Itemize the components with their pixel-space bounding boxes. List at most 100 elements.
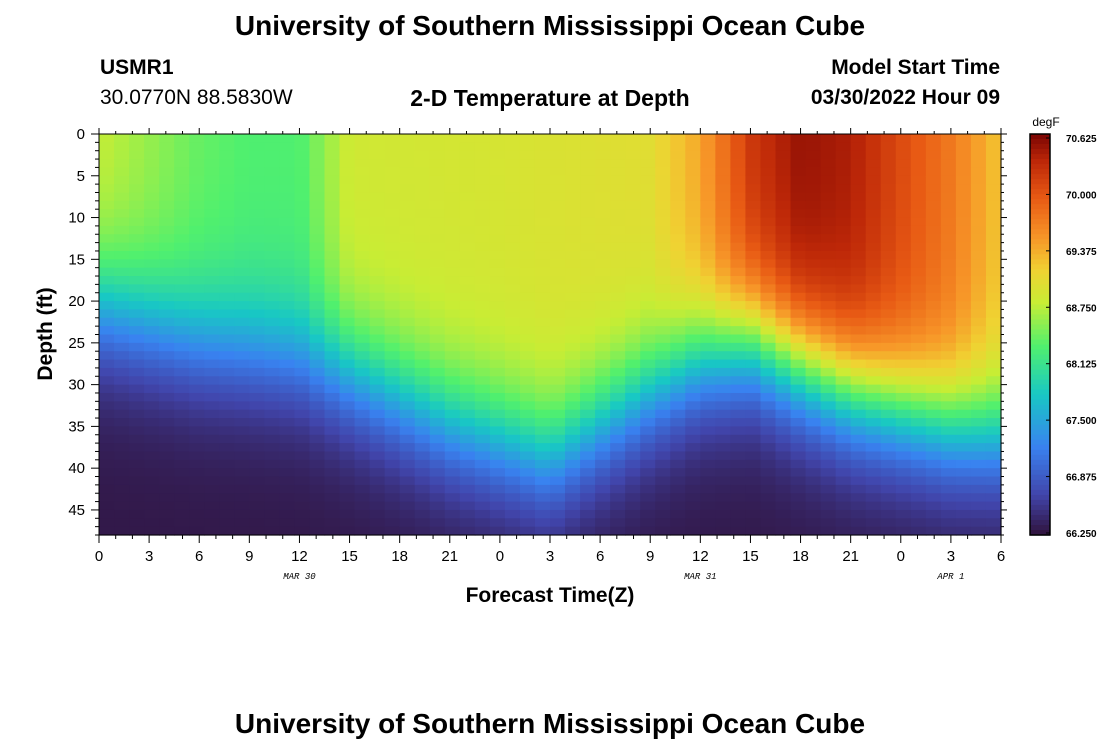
heatmap-cell xyxy=(399,242,416,252)
heatmap-cell xyxy=(99,376,115,386)
heatmap-cell xyxy=(940,376,957,386)
heatmap-cell xyxy=(670,267,686,277)
heatmap-cell xyxy=(309,217,326,227)
heatmap-cell xyxy=(189,184,205,194)
heatmap-cell xyxy=(309,409,326,419)
heatmap-cell xyxy=(159,309,175,319)
heatmap-cell xyxy=(489,351,506,361)
heatmap-cell xyxy=(715,468,731,478)
heatmap-cell xyxy=(880,501,897,511)
heatmap-cell xyxy=(910,309,927,319)
heatmap-cell xyxy=(489,334,506,344)
heatmap-cell xyxy=(264,134,280,143)
heatmap-cell xyxy=(835,518,852,528)
heatmap-cell xyxy=(895,351,912,361)
heatmap-cell xyxy=(730,459,747,469)
heatmap-cell xyxy=(204,142,220,152)
heatmap-cell xyxy=(414,267,431,277)
heatmap-cell xyxy=(279,359,296,369)
heatmap-cell xyxy=(474,284,491,294)
heatmap-cell xyxy=(895,484,912,494)
heatmap-cell xyxy=(519,242,536,252)
heatmap-cell xyxy=(504,284,521,294)
x-tick-label: 6 xyxy=(195,548,203,565)
heatmap-cell xyxy=(339,309,356,319)
heatmap-cell xyxy=(625,159,641,169)
heatmap-cell xyxy=(99,468,115,478)
heatmap-cell xyxy=(700,401,716,411)
heatmap-cell xyxy=(204,225,220,235)
heatmap-cell xyxy=(700,242,716,252)
heatmap-cell xyxy=(610,501,626,511)
heatmap-cell xyxy=(985,292,1002,302)
heatmap-cell xyxy=(730,225,747,235)
heatmap-cell xyxy=(640,150,656,160)
heatmap-cell xyxy=(399,509,416,519)
heatmap-cell xyxy=(610,418,626,427)
colorbar-cell xyxy=(1030,154,1050,160)
heatmap-cell xyxy=(865,167,882,177)
heatmap-cell xyxy=(399,409,416,419)
heatmap-cell xyxy=(384,317,401,327)
heatmap-cell xyxy=(955,459,972,469)
heatmap-cell xyxy=(99,301,115,311)
heatmap-cell xyxy=(715,134,731,143)
heatmap-cell xyxy=(324,493,341,503)
heatmap-cell xyxy=(595,501,611,511)
heatmap-cell xyxy=(895,526,912,536)
heatmap-cell xyxy=(760,351,777,361)
heatmap-cell xyxy=(730,309,747,319)
colorbar-cell xyxy=(1030,464,1050,471)
heatmap-cell xyxy=(519,175,536,185)
heatmap-cell xyxy=(865,476,882,486)
heatmap-cell xyxy=(805,225,822,235)
heatmap-cell xyxy=(910,259,927,269)
heatmap-cell xyxy=(595,250,611,260)
heatmap-cell xyxy=(775,267,792,277)
heatmap-cell xyxy=(399,250,416,260)
heatmap-cell xyxy=(534,317,551,327)
heatmap-cell xyxy=(940,351,957,361)
heatmap-cell xyxy=(865,284,882,294)
heatmap-cell xyxy=(760,142,777,152)
heatmap-cell xyxy=(354,167,371,177)
heatmap-cell xyxy=(940,234,957,244)
heatmap-cell xyxy=(550,342,566,352)
heatmap-cell xyxy=(129,276,145,285)
heatmap-cell xyxy=(805,401,822,411)
heatmap-cell xyxy=(685,292,701,302)
heatmap-cell xyxy=(895,175,912,185)
page-title: University of Southern Mississippi Ocean… xyxy=(234,10,866,41)
heatmap-cell xyxy=(339,401,356,411)
heatmap-cell xyxy=(775,342,792,352)
heatmap-cell xyxy=(550,150,566,160)
heatmap-cell xyxy=(504,493,521,503)
heatmap-cell xyxy=(805,418,822,427)
heatmap-cell xyxy=(670,476,686,486)
heatmap-cell xyxy=(294,334,311,344)
heatmap-cell xyxy=(865,209,882,219)
heatmap-cell xyxy=(880,134,897,143)
heatmap-cell xyxy=(369,134,386,143)
heatmap-cell xyxy=(700,225,716,235)
heatmap-cell xyxy=(129,159,145,169)
heatmap-cell xyxy=(264,184,280,194)
heatmap-cell xyxy=(655,309,671,319)
heatmap-cell xyxy=(760,359,777,369)
heatmap-cell xyxy=(354,184,371,194)
heatmap-cell xyxy=(925,459,942,469)
heatmap-cell xyxy=(835,476,852,486)
heatmap-cell xyxy=(910,484,927,494)
heatmap-cell xyxy=(820,175,837,185)
heatmap-cell xyxy=(865,217,882,227)
heatmap-cell xyxy=(474,267,491,277)
heatmap-cell xyxy=(534,426,551,436)
heatmap-cell xyxy=(640,384,656,394)
heatmap-cell xyxy=(685,301,701,311)
heatmap-cell xyxy=(790,392,807,402)
heatmap-cell xyxy=(715,301,731,311)
heatmap-cell xyxy=(730,217,747,227)
heatmap-cell xyxy=(399,443,416,453)
heatmap-cell xyxy=(940,451,957,461)
heatmap-cell xyxy=(444,292,461,302)
